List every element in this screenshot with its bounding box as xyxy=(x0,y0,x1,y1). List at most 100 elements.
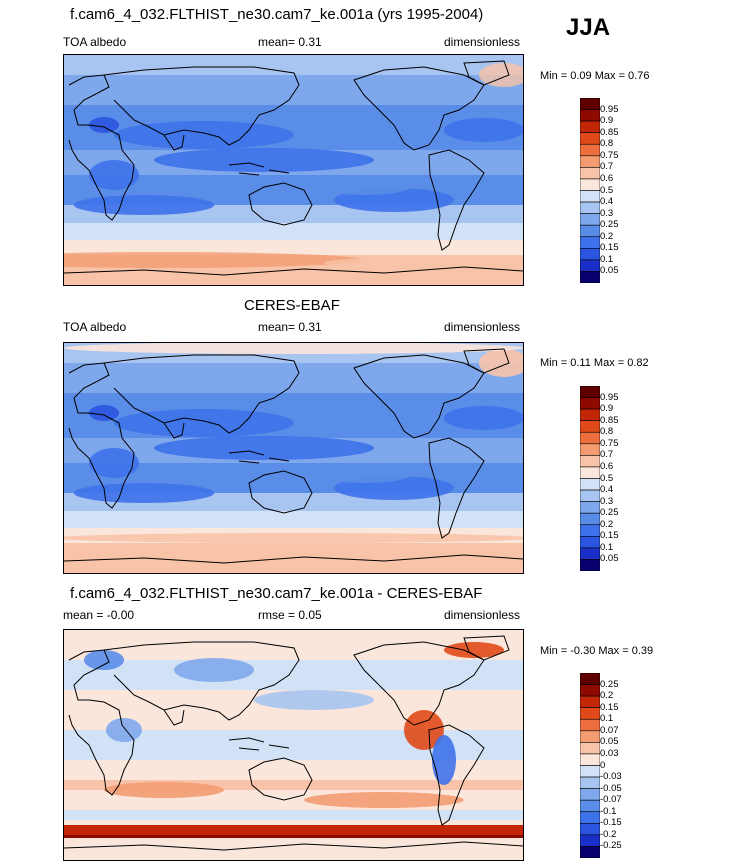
panel3-title: f.cam6_4_032.FLTHIST_ne30.cam7_ke.001a -… xyxy=(70,585,483,602)
colorbar-swatch xyxy=(579,259,601,272)
colorbar-tick-label: 0.7 xyxy=(600,161,614,173)
colorbar-swatch xyxy=(579,248,601,261)
field-blob xyxy=(114,121,294,149)
coastline xyxy=(68,649,135,796)
coastline xyxy=(353,354,485,439)
colorbar-tick-label: -0.07 xyxy=(600,794,622,806)
colorbar-swatch xyxy=(579,718,601,732)
colorbar-swatch xyxy=(579,788,601,801)
panel3-map xyxy=(63,629,524,861)
colorbar-tick-label: 0.85 xyxy=(600,126,619,138)
colorbar-swatch xyxy=(579,707,601,720)
colorbar-tick-label: 0.95 xyxy=(600,391,619,403)
field-blob xyxy=(89,117,119,133)
colorbar-tick-label: 0.5 xyxy=(600,472,614,484)
colorbar-swatch xyxy=(579,443,601,456)
field-blob xyxy=(324,257,523,269)
coastline xyxy=(248,757,313,801)
colorbar-swatch xyxy=(579,97,601,110)
coastline xyxy=(103,66,300,146)
panel2-colorbar: 0.95 0.9 0.85 0.8 0.75 0.7 0.6 0.5 0.4 0.3 0.25 0.2… xyxy=(579,385,650,572)
panel2-unit-label: dimensionless xyxy=(444,320,521,334)
colorbar-tick-label: 0.15 xyxy=(600,530,619,542)
panel1-mean-label: mean= 0.31 xyxy=(258,35,322,49)
colorbar-swatch xyxy=(579,672,601,685)
coastline xyxy=(228,162,290,176)
colorbar-swatch xyxy=(579,120,601,133)
panel1-colorbar: 0.95 0.9 0.85 0.8 0.75 0.7 0.6 0.5 0.4 0.3 0.25 0.2… xyxy=(579,97,650,284)
panel3-map-field xyxy=(64,630,523,860)
colorbar-tick-label: 0 xyxy=(600,759,606,771)
field-blob xyxy=(432,735,456,785)
colorbar-swatch xyxy=(579,823,601,836)
field-blob xyxy=(154,148,374,172)
colorbar-swatch xyxy=(579,143,601,157)
colorbar-tick-label: 0.2 xyxy=(600,230,614,242)
coastline xyxy=(428,724,485,826)
colorbar-tick-label: 0.25 xyxy=(600,678,619,690)
colorbar-tick-label: 0.05 xyxy=(600,736,619,748)
colorbar-tick-label: 0.75 xyxy=(600,437,619,449)
colorbar-swatch xyxy=(579,190,601,203)
colorbar-swatch xyxy=(579,236,601,249)
field-blob xyxy=(404,710,444,750)
field-blob xyxy=(64,252,364,268)
field-band xyxy=(64,75,523,105)
colorbar-tick-label: 0.25 xyxy=(600,219,619,231)
field-band xyxy=(64,780,523,790)
season-label: JJA xyxy=(566,14,611,41)
colorbar-swatch xyxy=(579,155,601,168)
coastline xyxy=(463,60,510,86)
colorbar-swatch xyxy=(579,799,601,813)
colorbar-swatch xyxy=(579,132,601,145)
colorbar-tick-label: 0.75 xyxy=(600,149,619,161)
field-band xyxy=(64,825,523,835)
field-blob xyxy=(174,658,254,682)
colorbar-tick-label: -0.2 xyxy=(600,828,617,840)
coastline xyxy=(463,348,510,374)
coastline xyxy=(68,74,135,221)
colorbar-swatch xyxy=(579,765,601,778)
colorbar-swatch xyxy=(579,213,601,226)
coastline xyxy=(353,641,485,726)
colorbar-tick-label: 0.05 xyxy=(600,553,619,565)
field-band xyxy=(64,810,523,820)
colorbar-swatch xyxy=(579,811,601,824)
colorbar-swatch xyxy=(579,776,601,789)
field-band xyxy=(64,223,523,240)
colorbar-tick-label: -0.1 xyxy=(600,805,617,817)
colorbar-swatch xyxy=(579,201,601,214)
panel3-mean-label: mean = -0.00 xyxy=(63,608,135,622)
coastline xyxy=(248,470,313,514)
colorbar-tick-label: 0.1 xyxy=(600,541,614,553)
colorbar-tick-label: -0.05 xyxy=(600,782,622,794)
colorbar-swatch xyxy=(579,753,601,766)
colorbar-swatch xyxy=(579,536,601,549)
colorbar-tick-label: 0.6 xyxy=(600,172,614,184)
colorbar-tick-label: 0.3 xyxy=(600,207,614,219)
colorbar-swatch xyxy=(579,547,601,560)
field-blob xyxy=(154,436,374,460)
field-blob xyxy=(89,405,119,421)
colorbar-swatch xyxy=(579,385,601,398)
colorbar-tick-label: 0.8 xyxy=(600,138,614,150)
field-blob xyxy=(444,406,523,430)
colorbar-tick-label: 0.05 xyxy=(600,265,619,277)
colorbar-swatch xyxy=(579,846,601,859)
panel2-colorbar-swatches xyxy=(579,385,601,572)
panel1-colorbar-swatches xyxy=(579,97,601,284)
field-blob xyxy=(114,409,294,437)
colorbar-tick-label: 0.15 xyxy=(600,701,619,713)
colorbar-swatch xyxy=(579,501,601,514)
panel2-title: CERES-EBAF xyxy=(244,297,340,314)
coastline xyxy=(463,635,510,661)
colorbar-tick-label: 0.25 xyxy=(600,507,619,519)
coastline xyxy=(163,134,185,151)
coastline xyxy=(228,450,290,464)
colorbar-swatch xyxy=(579,742,601,755)
field-blob xyxy=(74,483,214,503)
colorbar-swatch xyxy=(579,397,601,410)
colorbar-swatch xyxy=(579,466,601,479)
coastline xyxy=(68,362,135,509)
coastline xyxy=(353,66,485,151)
